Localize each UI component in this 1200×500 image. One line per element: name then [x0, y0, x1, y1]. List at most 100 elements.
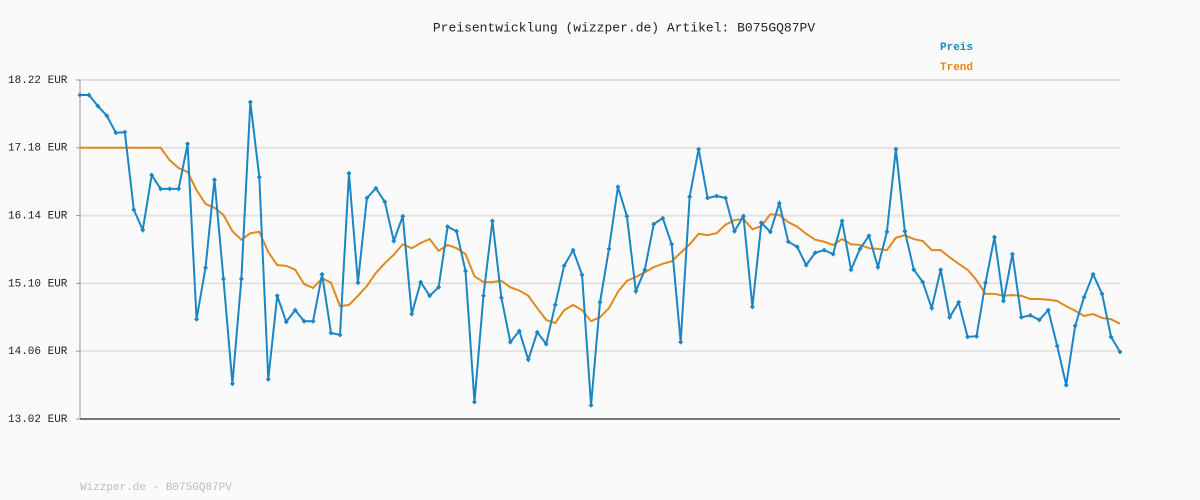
point [247, 99, 253, 105]
point [1000, 298, 1006, 304]
chart-title: Preisentwicklung (wizzper.de) Artikel: B… [433, 20, 815, 35]
footer: Wizzper.de - B075GQ87PV [80, 482, 232, 494]
point [534, 329, 540, 335]
point [552, 302, 558, 308]
point [839, 218, 845, 224]
point [382, 199, 388, 205]
point [776, 200, 782, 206]
point [95, 103, 101, 109]
point [203, 265, 209, 271]
point [821, 247, 827, 253]
point [920, 279, 926, 285]
point [292, 307, 298, 313]
point [516, 328, 522, 334]
point [651, 221, 657, 227]
point [310, 318, 316, 324]
point [875, 264, 881, 270]
point [606, 246, 612, 252]
point [714, 193, 720, 199]
point [185, 141, 191, 147]
point [1099, 291, 1105, 297]
point [400, 213, 406, 219]
point [991, 234, 997, 240]
point [211, 177, 217, 183]
point [1009, 251, 1015, 257]
point [731, 228, 737, 234]
point [588, 402, 594, 408]
point [857, 246, 863, 252]
point [1063, 382, 1069, 388]
point [149, 172, 155, 178]
point [687, 194, 693, 200]
point [615, 184, 621, 190]
y-tick-label: 14.06 EUR [8, 346, 68, 358]
point [947, 314, 953, 320]
point [220, 276, 226, 282]
point [346, 170, 352, 176]
point [337, 332, 343, 338]
point [669, 241, 675, 247]
point [543, 341, 549, 347]
point [633, 288, 639, 294]
point [893, 146, 899, 152]
point [597, 299, 603, 305]
point [758, 220, 764, 226]
point [570, 247, 576, 253]
y-tick-label: 17.18 EUR [8, 143, 68, 155]
point [104, 113, 110, 119]
series-line [80, 93, 1121, 406]
point [525, 357, 531, 363]
point [238, 276, 244, 282]
point [355, 280, 361, 286]
point [364, 195, 370, 201]
point [866, 233, 872, 239]
y-tick-label: 16.14 EUR [8, 211, 68, 223]
point [274, 293, 280, 299]
point [579, 272, 585, 278]
point [77, 92, 83, 98]
point [463, 268, 469, 274]
point [283, 319, 289, 325]
point [140, 227, 146, 233]
point [1018, 314, 1024, 320]
point [167, 186, 173, 192]
point [418, 279, 424, 285]
point [301, 318, 307, 324]
point [158, 186, 164, 192]
point [1027, 312, 1033, 318]
point [696, 146, 702, 152]
point [1090, 271, 1096, 277]
point [740, 213, 746, 219]
point [749, 304, 755, 310]
point [489, 218, 495, 224]
point [122, 129, 128, 135]
point [328, 330, 334, 336]
point [409, 311, 415, 317]
point [561, 263, 567, 269]
point [1036, 317, 1042, 323]
point [938, 267, 944, 273]
point [480, 293, 486, 299]
point [86, 92, 92, 98]
point [911, 267, 917, 273]
point [427, 293, 433, 299]
point [830, 251, 836, 257]
point [794, 244, 800, 250]
point [498, 295, 504, 301]
point [642, 267, 648, 273]
series-line [80, 146, 1121, 325]
point [319, 271, 325, 277]
point [767, 229, 773, 235]
point [1054, 343, 1060, 349]
y-tick-label: 15.10 EUR [8, 278, 68, 290]
point [176, 186, 182, 192]
point [785, 239, 791, 245]
point [471, 399, 477, 405]
point [624, 213, 630, 219]
point [131, 207, 137, 213]
point [983, 280, 989, 286]
point [803, 262, 809, 268]
point [445, 224, 451, 230]
point [194, 316, 200, 322]
